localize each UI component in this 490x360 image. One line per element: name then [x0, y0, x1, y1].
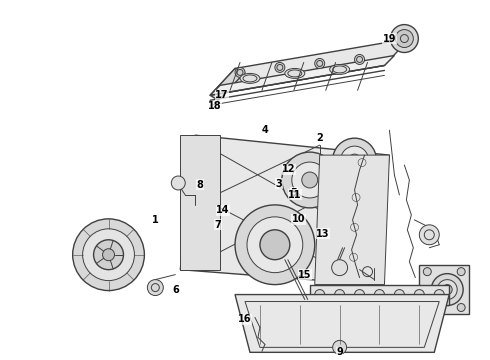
Circle shape [423, 268, 431, 276]
Circle shape [423, 303, 431, 311]
Polygon shape [210, 55, 394, 95]
Circle shape [315, 58, 325, 68]
Polygon shape [210, 68, 245, 100]
Text: 10: 10 [292, 215, 305, 224]
Circle shape [282, 152, 338, 208]
Text: 11: 11 [288, 190, 301, 200]
Circle shape [355, 54, 365, 64]
Circle shape [457, 268, 465, 276]
Circle shape [335, 289, 344, 300]
Circle shape [355, 289, 365, 300]
Polygon shape [180, 135, 390, 285]
Circle shape [302, 172, 318, 188]
Circle shape [94, 240, 123, 270]
Circle shape [172, 176, 185, 190]
Ellipse shape [285, 68, 305, 78]
Circle shape [415, 289, 424, 300]
Text: 18: 18 [208, 101, 222, 111]
Ellipse shape [330, 64, 349, 75]
Text: 6: 6 [172, 284, 179, 294]
Text: 13: 13 [317, 229, 330, 239]
Polygon shape [419, 265, 469, 315]
Text: 8: 8 [197, 180, 204, 190]
Circle shape [394, 289, 404, 300]
Text: 17: 17 [215, 90, 229, 100]
Circle shape [235, 67, 245, 77]
Text: 3: 3 [276, 179, 283, 189]
Text: 5: 5 [291, 188, 297, 198]
Text: 15: 15 [298, 270, 312, 280]
Circle shape [437, 280, 457, 300]
Circle shape [260, 230, 290, 260]
Text: 9: 9 [336, 347, 343, 357]
Circle shape [419, 225, 439, 245]
Circle shape [275, 62, 285, 72]
Ellipse shape [240, 73, 260, 84]
Circle shape [235, 205, 315, 285]
Circle shape [341, 146, 368, 174]
Circle shape [457, 303, 465, 311]
Circle shape [315, 289, 325, 300]
Text: 14: 14 [216, 206, 230, 216]
Polygon shape [180, 135, 220, 270]
Bar [310, 285, 449, 305]
Text: 16: 16 [238, 314, 252, 324]
Circle shape [147, 280, 163, 296]
Circle shape [374, 289, 385, 300]
Circle shape [333, 340, 346, 354]
Circle shape [333, 138, 376, 182]
Polygon shape [235, 294, 449, 352]
Text: 4: 4 [261, 125, 268, 135]
Text: 12: 12 [282, 164, 295, 174]
Polygon shape [315, 155, 390, 285]
Text: 1: 1 [152, 215, 159, 225]
Circle shape [391, 24, 418, 53]
Text: 19: 19 [383, 33, 396, 44]
Circle shape [73, 219, 145, 291]
Circle shape [83, 229, 134, 280]
Circle shape [431, 274, 463, 306]
Text: 2: 2 [317, 133, 323, 143]
Circle shape [442, 285, 452, 294]
Circle shape [102, 249, 115, 261]
Circle shape [292, 162, 328, 198]
Circle shape [434, 289, 444, 300]
Circle shape [332, 260, 347, 276]
Text: 7: 7 [215, 220, 221, 230]
Circle shape [247, 217, 303, 273]
Circle shape [395, 30, 414, 48]
Polygon shape [210, 39, 409, 95]
